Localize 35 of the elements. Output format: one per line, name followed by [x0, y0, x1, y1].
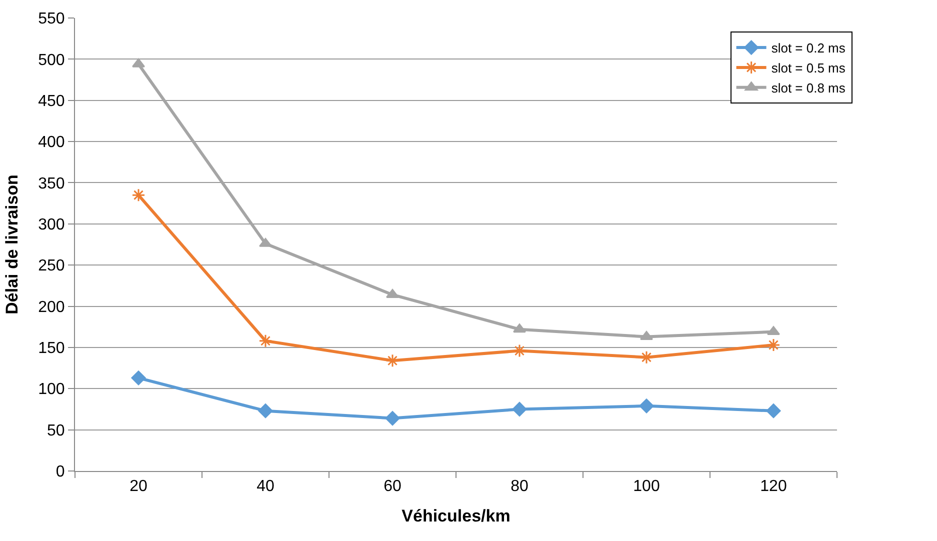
point: [512, 402, 527, 416]
y-tick-label: 500: [38, 52, 65, 69]
y-tick-label: 400: [38, 134, 65, 152]
y-tick-label: 300: [38, 216, 65, 234]
point: [386, 354, 400, 368]
point: [766, 404, 781, 418]
point: [512, 344, 526, 358]
y-tick-label: 350: [38, 175, 65, 192]
point: [132, 188, 146, 202]
legend-label: slot = 0.5 ms: [771, 60, 846, 76]
x-tick-label: 100: [633, 478, 660, 496]
point: [766, 338, 780, 352]
y-tick-label: 200: [38, 298, 65, 316]
point: [640, 350, 654, 364]
x-tick-label: 20: [130, 478, 148, 496]
y-tick-label: 50: [47, 422, 65, 440]
point: [639, 398, 654, 414]
y-axis-title: Délai de livraison: [2, 174, 22, 314]
point: [258, 334, 272, 348]
x-tick-label: 80: [510, 478, 528, 496]
x-tick-label: 60: [384, 478, 402, 496]
legend-label: slot = 0.2 ms: [771, 40, 846, 56]
point: [258, 404, 273, 418]
y-tick-label: 550: [38, 10, 65, 28]
y-tick-label: 150: [38, 340, 65, 358]
x-tick-label: 40: [256, 478, 274, 496]
y-tick-label: 250: [38, 258, 65, 275]
point: [385, 411, 400, 426]
y-tick-label: 450: [38, 92, 65, 110]
point: [131, 370, 146, 386]
y-tick-label: 0: [56, 464, 65, 481]
y-tick-label: 100: [38, 381, 65, 398]
x-axis-title: Véhicules/km: [402, 506, 510, 526]
legend-label: slot = 0.8 ms: [771, 80, 846, 96]
x-tick-label: 120: [760, 478, 787, 496]
